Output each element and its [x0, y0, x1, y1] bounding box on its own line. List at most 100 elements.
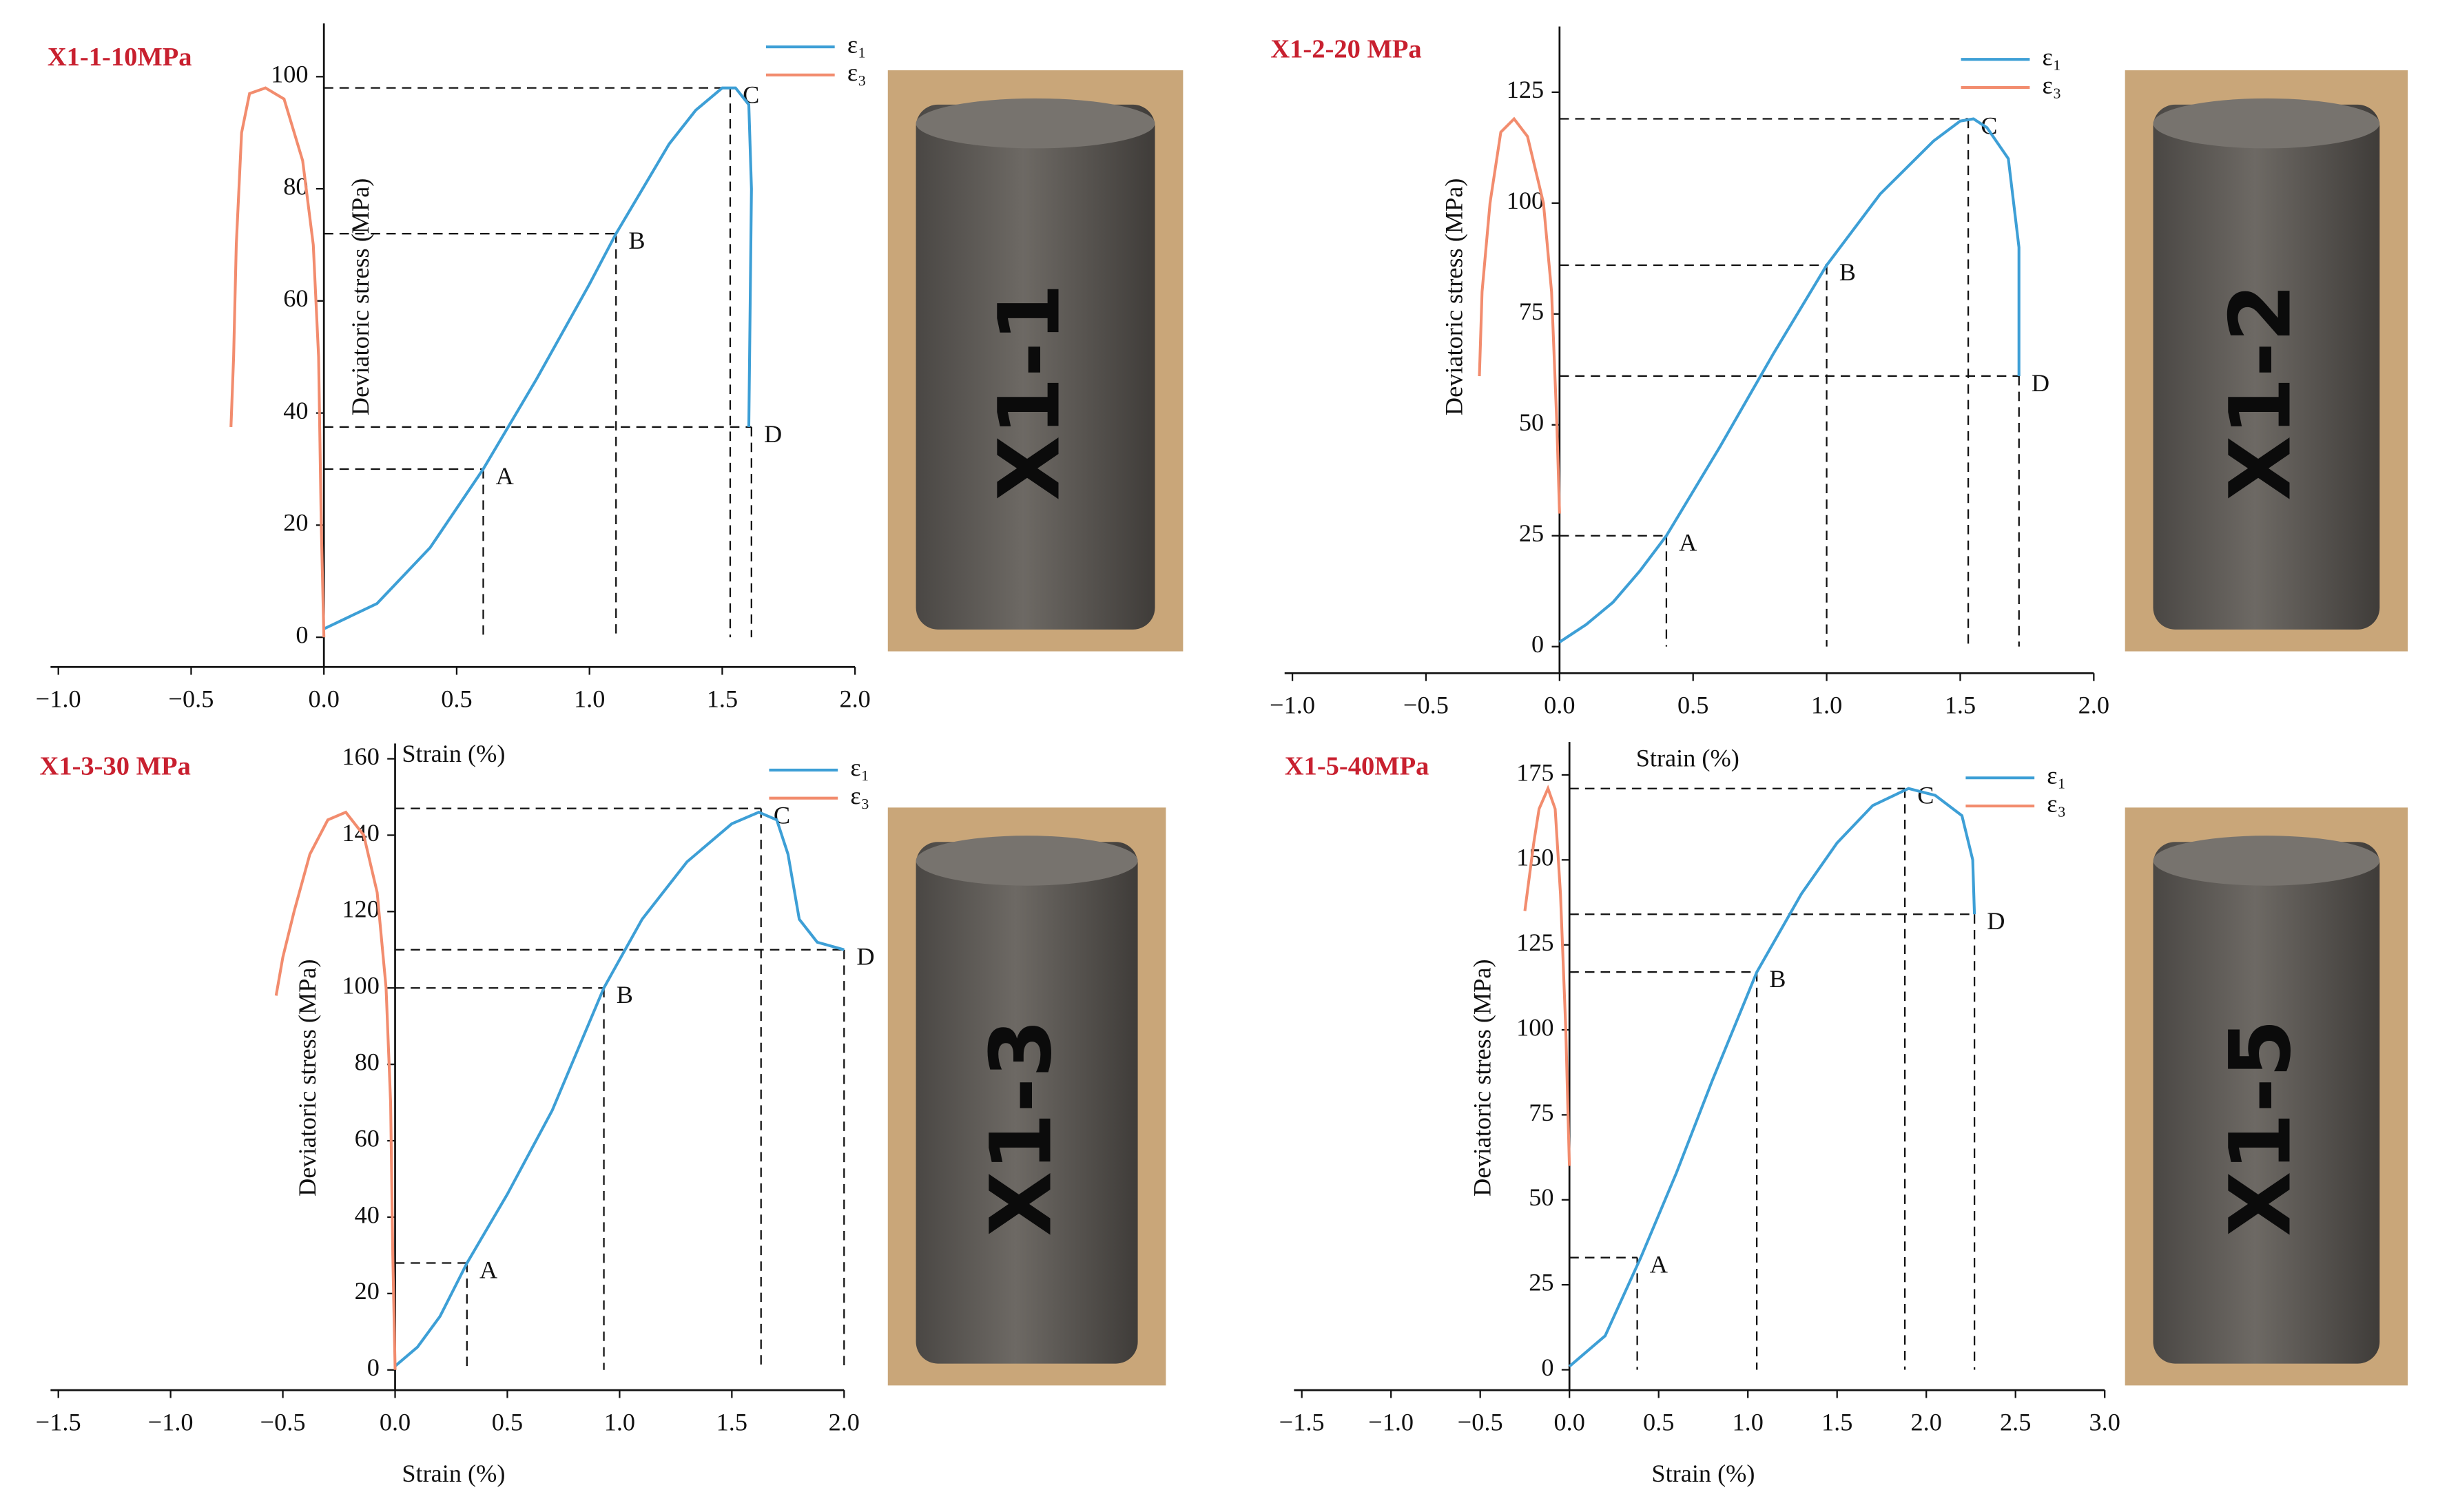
x-tick-label: 1.0	[1811, 692, 1842, 719]
point-label: B	[1839, 258, 1856, 286]
x-tick-label: −1.0	[36, 685, 81, 712]
x-tick-label: 2.0	[829, 1408, 860, 1436]
x-tick-label: −1.5	[36, 1408, 81, 1436]
y-tick-label: 125	[1516, 929, 1553, 956]
x-tick-label: −0.5	[1458, 1408, 1503, 1436]
x-tick-label: 2.0	[1911, 1408, 1942, 1436]
point-label: A	[1679, 529, 1697, 557]
photo-label: X1-1	[980, 283, 1079, 501]
x-tick-label: −1.0	[1270, 692, 1315, 719]
point-label: C	[743, 81, 759, 109]
photo-label: X1-5	[2211, 1019, 2310, 1236]
y-tick-label: 50	[1519, 408, 1544, 436]
x-tick-label: 1.0	[1733, 1408, 1764, 1436]
legend-label: ε₁	[847, 30, 867, 58]
x-tick-label: 0.5	[1643, 1408, 1674, 1436]
y-tick-label: 20	[355, 1277, 380, 1305]
y-tick-label: 0	[296, 621, 308, 648]
legend-label: ε₃	[2047, 789, 2066, 817]
y-tick-label: 25	[1529, 1268, 1553, 1296]
photo-label: X1-2	[2211, 283, 2310, 501]
y-tick-label: 0	[1541, 1354, 1553, 1381]
x-axis-label: Strain (%)	[1651, 1460, 1755, 1487]
x-tick-label: 1.0	[604, 1408, 635, 1436]
x-tick-label: 2.5	[2000, 1408, 2031, 1436]
point-label: B	[617, 981, 633, 1008]
y-tick-label: 100	[1516, 1013, 1553, 1041]
chart-title: X1-3-30 MPa	[39, 752, 190, 780]
chart-title: X1-1-10MPa	[48, 43, 192, 72]
series-line	[1523, 785, 1571, 1166]
x-tick-label: −1.5	[1279, 1408, 1325, 1436]
y-axis-label: Deviatoric stress (MPa)	[1440, 178, 1467, 415]
series-line	[1558, 117, 2021, 643]
specimen	[916, 104, 1155, 630]
series-line	[394, 810, 845, 1367]
x-tick-label: 1.0	[574, 685, 605, 712]
point-label: C	[774, 802, 790, 829]
chart-title: X1-2-20 MPa	[1270, 35, 1421, 64]
x-tick-label: 0.5	[441, 685, 472, 712]
point-label: B	[628, 227, 645, 254]
y-tick-label: 100	[1507, 187, 1544, 214]
legend-label: ε₃	[847, 59, 867, 86]
y-tick-label: 50	[1529, 1183, 1553, 1211]
specimen-top	[2153, 836, 2380, 886]
y-tick-label: 60	[283, 284, 308, 312]
y-tick-label: 175	[1516, 758, 1553, 786]
x-tick-label: −0.5	[169, 685, 214, 712]
x-tick-label: 1.5	[1945, 692, 1976, 719]
photo-label: X1-3	[971, 1019, 1070, 1236]
y-tick-label: 120	[342, 895, 379, 923]
specimen	[916, 842, 1138, 1364]
point-label: A	[479, 1256, 497, 1283]
y-tick-label: 0	[367, 1354, 380, 1381]
y-tick-label: 40	[283, 397, 308, 424]
x-tick-label: 1.5	[1821, 1408, 1852, 1436]
y-tick-label: 100	[271, 61, 308, 88]
legend-label: ε₁	[2043, 43, 2062, 70]
specimen-top	[2153, 98, 2380, 149]
x-tick-label: 0.5	[1677, 692, 1708, 719]
x-axis-label: Strain (%)	[1636, 745, 1739, 772]
specimen-top	[916, 836, 1138, 886]
x-tick-label: 0.0	[1544, 692, 1575, 719]
specimen	[2153, 104, 2380, 630]
point-label: D	[856, 943, 874, 971]
x-tick-label: −1.0	[1368, 1408, 1414, 1436]
y-tick-label: 160	[342, 743, 379, 770]
point-label: D	[764, 420, 782, 448]
x-tick-label: 0.0	[380, 1408, 411, 1436]
x-tick-label: 0.5	[492, 1408, 523, 1436]
y-tick-label: 25	[1519, 519, 1544, 547]
y-tick-label: 20	[283, 509, 308, 537]
x-tick-label: 0.0	[309, 685, 340, 712]
point-label: A	[1650, 1251, 1668, 1278]
y-axis-label: Deviatoric stress (MPa)	[293, 959, 321, 1196]
series-line	[229, 86, 326, 638]
x-axis-label: Strain (%)	[402, 1460, 505, 1487]
legend-label: ε₃	[850, 782, 869, 809]
x-tick-label: 0.0	[1554, 1408, 1585, 1436]
x-tick-label: 2.0	[2078, 692, 2109, 719]
x-tick-label: −0.5	[260, 1408, 306, 1436]
y-tick-label: 80	[355, 1048, 380, 1075]
x-tick-label: −1.0	[148, 1408, 194, 1436]
point-label: B	[1769, 965, 1786, 993]
legend-label: ε₁	[2047, 762, 2066, 789]
y-tick-label: 60	[355, 1124, 380, 1152]
series-line	[323, 86, 753, 630]
series-line	[274, 810, 397, 1370]
x-tick-label: 1.5	[716, 1408, 747, 1436]
legend-label: ε₁	[850, 754, 869, 781]
y-tick-label: 40	[355, 1201, 380, 1228]
y-tick-label: 0	[1531, 630, 1544, 658]
point-label: D	[2032, 369, 2049, 397]
specimen-top	[916, 98, 1155, 149]
y-tick-label: 125	[1507, 76, 1544, 103]
y-axis-label: Deviatoric stress (MPa)	[1468, 959, 1496, 1196]
point-label: A	[496, 462, 514, 490]
x-axis-label: Strain (%)	[402, 740, 505, 767]
x-tick-label: 1.5	[707, 685, 738, 712]
